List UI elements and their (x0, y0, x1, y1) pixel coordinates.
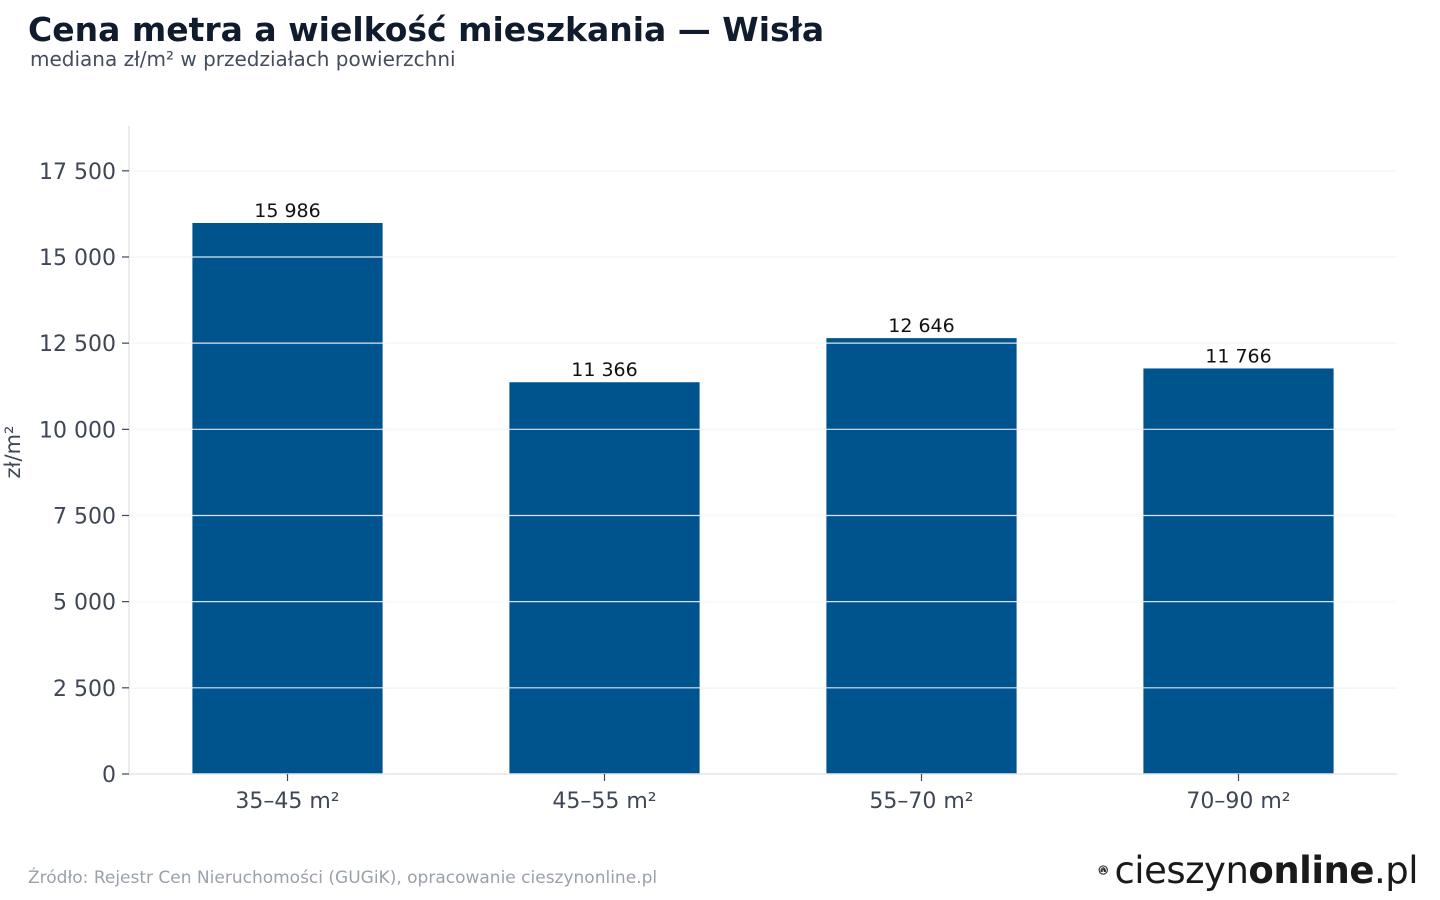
y-tick-label: 10 000 (39, 418, 116, 443)
logo-text-bold: online (1248, 848, 1374, 892)
axis-layer: 0 2 500 5 000 7 500 10 000 12 500 15 000 17 500… (1, 126, 1397, 814)
chart-title: Cena metra a wielkość mieszkania — Wisła (28, 10, 825, 49)
y-tick-label: 17 500 (39, 160, 116, 185)
bar (1143, 368, 1334, 774)
bar-value-label: 11 766 (1205, 345, 1271, 367)
value-labels-layer: 15 986 11 366 12 646 11 766 (254, 200, 1271, 381)
cieszynonline-logo[interactable]: cieszynonline.pl (1098, 845, 1419, 895)
bar-value-label: 11 366 (571, 359, 637, 381)
bars-layer (192, 222, 1334, 775)
x-tick-label: 35–45 m² (235, 789, 339, 814)
grid-overlay-layer (129, 170, 1397, 689)
bar (509, 382, 700, 774)
y-tick-label: 12 500 (39, 332, 116, 357)
bar-chart: 0 2 500 5 000 7 500 10 000 12 500 15 000 17 500… (1, 126, 1397, 814)
source-note: Źródło: Rejestr Cen Nieruchomości (GUGiK… (28, 868, 658, 888)
logo-text-suffix: .pl (1373, 848, 1419, 892)
logo-text-regular: cieszyn (1114, 848, 1249, 892)
logo-emblem-icon (1098, 865, 1108, 875)
y-tick-label: 5 000 (53, 591, 116, 616)
y-tick-label: 0 (102, 763, 116, 788)
y-tick-label: 15 000 (39, 246, 116, 271)
y-tick-label: 2 500 (53, 677, 116, 702)
x-tick-label: 45–55 m² (552, 789, 656, 814)
bar-value-label: 15 986 (254, 200, 320, 222)
logo-text: cieszynonline.pl (1114, 849, 1418, 892)
bar (826, 338, 1017, 774)
y-tick-label: 7 500 (53, 504, 116, 529)
bar-value-label: 12 646 (888, 315, 954, 337)
x-tick-label: 70–90 m² (1186, 789, 1290, 814)
chart-subtitle: mediana zł/m² w przedziałach powierzchni (30, 47, 456, 71)
x-tick-label: 55–70 m² (869, 789, 973, 814)
bar (192, 222, 383, 775)
y-axis-label: zł/m² (1, 426, 25, 479)
